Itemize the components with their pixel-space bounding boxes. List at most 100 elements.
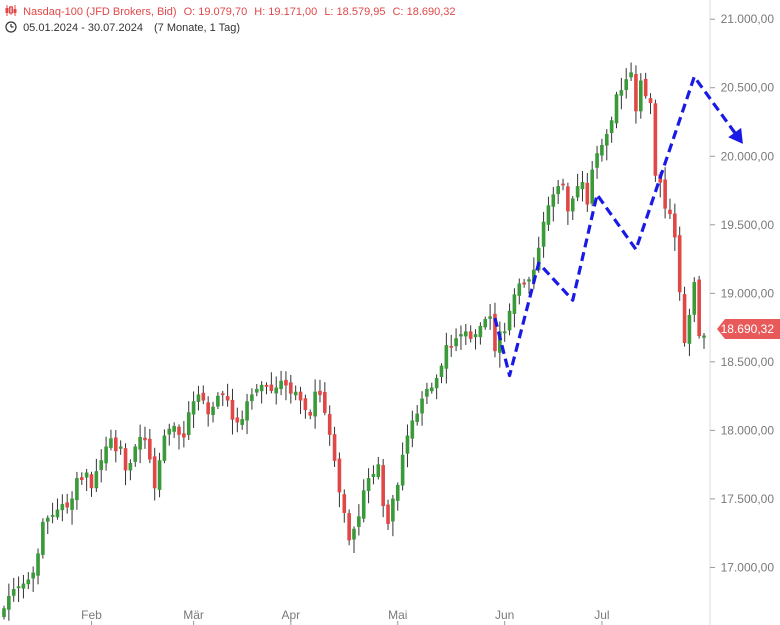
candle-up xyxy=(94,471,99,489)
candle-up xyxy=(391,498,395,522)
candle-down xyxy=(697,279,701,337)
candle-up xyxy=(507,310,512,331)
candle-up xyxy=(395,484,400,501)
y-tick-label: 20.000,00 xyxy=(721,149,775,163)
candle-up xyxy=(196,394,201,402)
candle-up xyxy=(459,334,463,337)
candle-down xyxy=(332,434,337,461)
y-tick-label: 18.000,00 xyxy=(721,423,775,437)
candle-up xyxy=(55,509,60,518)
candle-up xyxy=(400,454,405,486)
candle-up xyxy=(128,462,133,471)
candle-up xyxy=(580,181,585,190)
candle-up xyxy=(50,515,55,517)
candle-up xyxy=(70,498,74,510)
candle-down xyxy=(79,477,84,481)
candle-down xyxy=(337,458,342,493)
low-value: L: 18.579,95 xyxy=(324,6,386,18)
candle-up xyxy=(483,319,488,328)
candle-up xyxy=(570,198,575,212)
candle-down xyxy=(177,426,181,435)
candle-up xyxy=(527,279,531,282)
candle-up xyxy=(541,221,546,247)
candle-down xyxy=(148,438,152,460)
candle-down xyxy=(225,396,230,401)
candle-down xyxy=(653,103,658,176)
candle-up xyxy=(702,335,706,338)
chart-header-ohlc: Nasdaq-100 (JFD Brokers, Bid) O: 19.079,… xyxy=(5,5,460,19)
candle-down xyxy=(386,504,390,524)
candle-down xyxy=(206,402,210,415)
candle-up xyxy=(546,205,551,225)
candle-up xyxy=(376,464,381,477)
candle-up xyxy=(133,446,138,462)
candle-down xyxy=(235,417,240,423)
candle-up xyxy=(191,401,196,415)
candle-down xyxy=(493,313,497,352)
candle-up xyxy=(410,420,415,439)
candle-down xyxy=(677,235,682,293)
candle-up xyxy=(45,517,50,522)
symbol-name: Nasdaq-100 (JFD Brokers, Bid) xyxy=(23,6,177,18)
candle-up xyxy=(259,384,264,392)
candle-up xyxy=(600,144,604,156)
candle-down xyxy=(682,294,687,343)
candle-down xyxy=(303,398,308,411)
x-tick-label: Feb xyxy=(81,608,102,622)
candle-up xyxy=(216,395,220,407)
candle-up xyxy=(313,391,317,417)
candle-down xyxy=(634,73,638,112)
candle-up xyxy=(488,316,492,319)
candle-up xyxy=(512,294,517,314)
candle-down xyxy=(288,382,293,394)
y-tick-label: 21.000,00 xyxy=(721,12,775,26)
candle-up xyxy=(138,436,142,450)
chart-header-range: 05.01.2024 - 30.07.2024 (7 Monate, 1 Tag… xyxy=(5,21,244,36)
y-tick-label: 18.500,00 xyxy=(721,355,775,369)
y-tick-label: 19.500,00 xyxy=(721,218,775,232)
candle-down xyxy=(143,437,147,441)
candle-up xyxy=(240,419,245,425)
candle-down xyxy=(182,433,186,438)
candle-down xyxy=(342,494,347,513)
close-value: C: 18.690,32 xyxy=(392,6,456,18)
candle-up xyxy=(371,473,376,477)
candle-up xyxy=(84,472,89,478)
candle-up xyxy=(502,331,507,334)
candle-up xyxy=(619,90,624,96)
candle-up xyxy=(254,388,259,393)
candle-up xyxy=(439,365,444,377)
candle-up xyxy=(157,460,162,490)
candle-up xyxy=(638,80,643,112)
candle-down xyxy=(673,213,677,238)
candle-up xyxy=(186,412,191,436)
candle-up xyxy=(405,435,410,454)
candle-down xyxy=(123,448,128,471)
candle-up xyxy=(172,425,176,432)
candle-down xyxy=(284,379,288,386)
candle-up xyxy=(415,413,420,422)
candle-up xyxy=(162,435,167,461)
candle-down xyxy=(668,209,672,215)
candle-up xyxy=(11,589,16,596)
candle-up xyxy=(444,345,449,369)
candle-up xyxy=(36,553,40,576)
candle-down xyxy=(269,384,274,391)
candle-up xyxy=(99,460,104,471)
candle-up xyxy=(361,490,366,519)
candle-up xyxy=(7,595,11,610)
candle-down xyxy=(468,331,473,339)
x-tick-label: Mär xyxy=(183,608,204,622)
y-tick-label: 17.500,00 xyxy=(721,492,775,506)
y-tick-label: 20.500,00 xyxy=(721,81,775,95)
candle-up xyxy=(60,504,65,511)
candle-down xyxy=(648,98,653,104)
y-tick-label: 17.000,00 xyxy=(721,560,775,574)
candle-down xyxy=(298,391,303,401)
candle-down xyxy=(327,413,332,435)
high-value: H: 19.171,00 xyxy=(254,6,318,18)
candle-up xyxy=(16,586,21,589)
candle-down xyxy=(152,456,157,489)
candle-down xyxy=(308,411,313,416)
